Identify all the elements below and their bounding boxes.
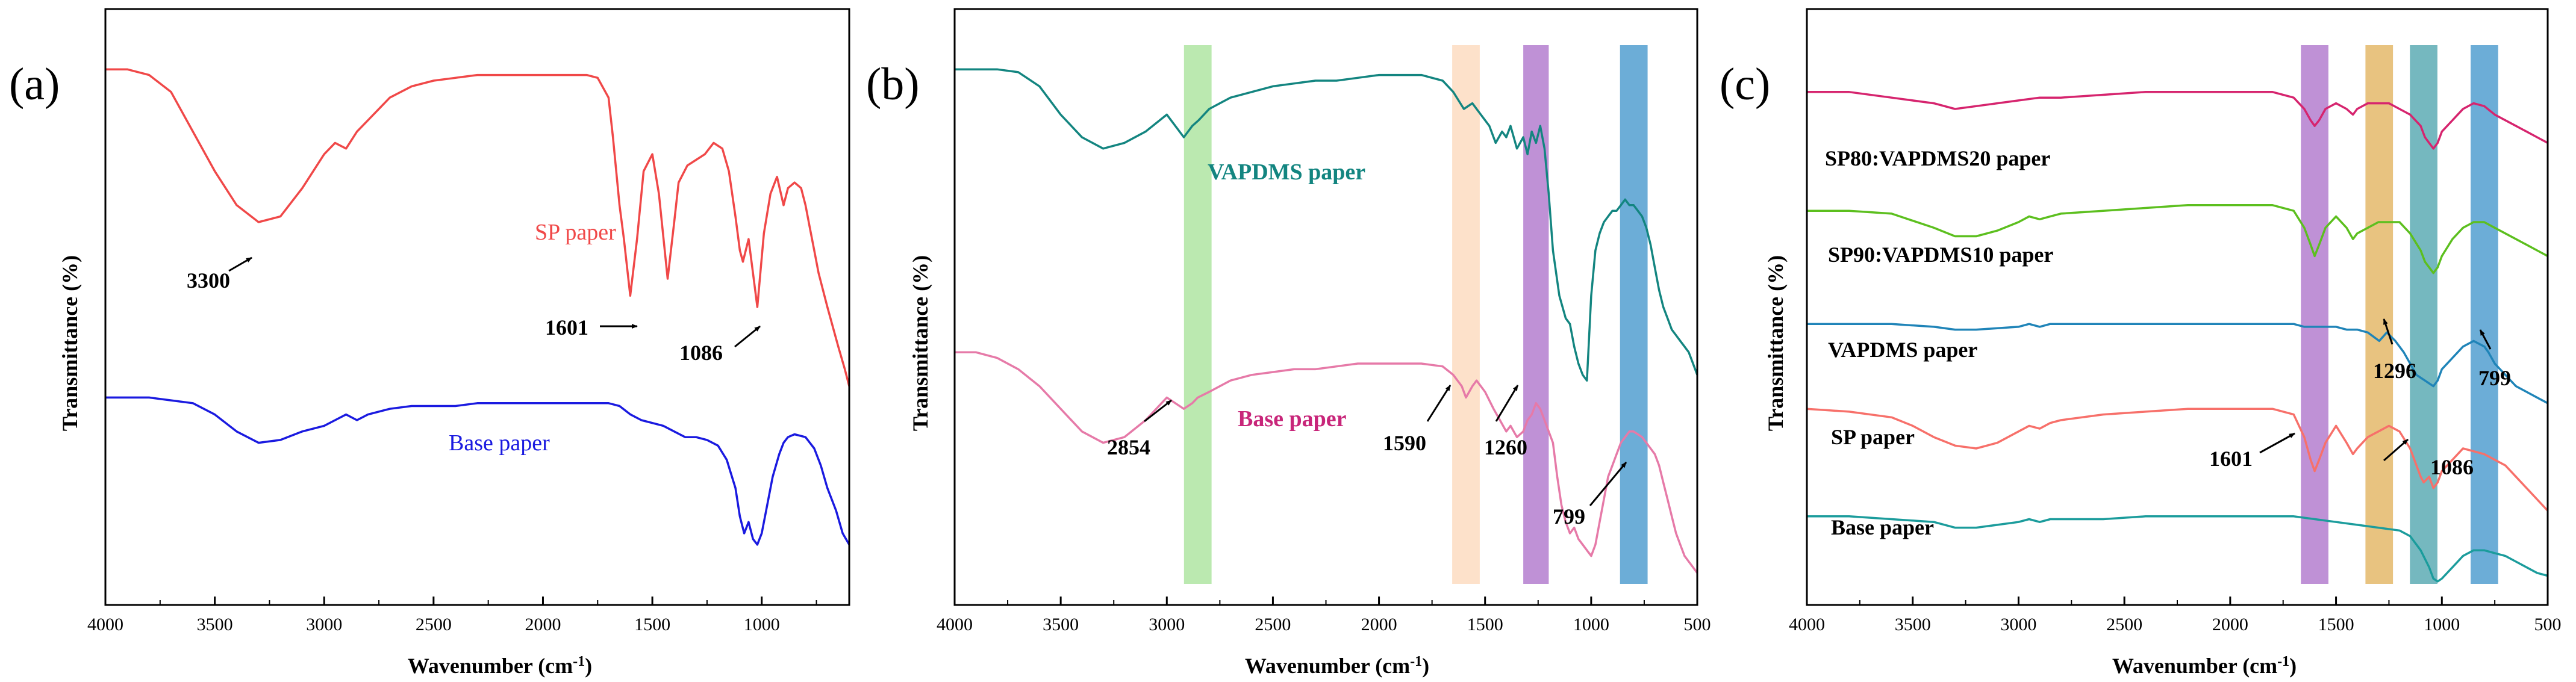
panel-c-y-axis-title: Transmittance (%) [1764, 255, 1788, 431]
panel-c-sp-label: SP paper [1831, 425, 1915, 449]
panel-c-annotation-1086: 1086 [2430, 455, 2474, 479]
panel-c-x-tick-label-500: 500 [2534, 615, 2562, 634]
panel-b-label: (b) [866, 59, 920, 110]
panel-c-annotation-799: 799 [2478, 366, 2511, 390]
panel-a-x-tick-label-1500: 1500 [634, 615, 670, 634]
panel-b-x-tick-label-3000: 3000 [1149, 615, 1185, 634]
panel-c-x-tick-label-1500: 1500 [2318, 615, 2354, 634]
panel-a-y-axis-title: Transmittance (%) [58, 255, 82, 431]
panel-c-band-1296 [2365, 45, 2394, 584]
panel-b-x-tick-label-500: 500 [1684, 615, 1711, 634]
panel-b-annotation-2854: 2854 [1107, 435, 1150, 459]
panel-c-x-tick-label-3000: 3000 [2000, 615, 2036, 634]
panel-b-x-tick-label-2500: 2500 [1255, 615, 1291, 634]
panel-b: (b) Transmittance (%) Wavenumber (cm-1) … [866, 8, 1711, 678]
panel-a-annotation-1086: 1086 [679, 341, 723, 365]
panel-b-band-799 [1620, 45, 1648, 584]
panel-c-series-vapdms-paper [1807, 323, 2548, 405]
panel-b-annotation-799: 799 [1553, 504, 1585, 529]
panel-a-base-paper-label: Base paper [449, 430, 550, 456]
panel-c-arrow-799 [2479, 329, 2492, 350]
panel-c-arrow-1086 [2383, 438, 2409, 462]
panel-b-axes-frame [953, 8, 1698, 606]
panel-b-series-vapdms-paper [955, 68, 1698, 382]
panel-b-arrow-2854 [1144, 399, 1172, 423]
panel-c-x-tick-label-3500: 3500 [1895, 615, 1931, 634]
panel-b-arrow-799 [1589, 462, 1627, 506]
panel-c-sp80-label: SP80:VAPDMS20 paper [1825, 146, 2050, 170]
panel-a-plot: 4000 3500 3000 2500 2000 1500 1000 [87, 8, 850, 634]
panel-b-series-base-paper [955, 351, 1698, 574]
panel-b-x-tick-label-3500: 3500 [1043, 615, 1079, 634]
panel-b-annotation-1590: 1590 [1383, 431, 1426, 455]
panel-c-vapdms-label: VAPDMS paper [1828, 338, 1977, 362]
panel-c-series-base-paper [1807, 515, 2548, 583]
panel-b-arrow-1260 [1495, 385, 1519, 422]
panel-a-annotation-1601: 1601 [545, 315, 588, 339]
panel-b-band-1260 [1523, 45, 1549, 584]
panel-b-x-tick-label-1000: 1000 [1573, 615, 1609, 634]
panel-b-x-tick-label-4000: 4000 [937, 615, 973, 634]
panel-b-base-paper-label: Base paper [1238, 406, 1347, 432]
panel-c-series-sp-paper [1806, 408, 2549, 512]
panel-b-band-2854 [1184, 45, 1212, 584]
panel-a-series-base-paper [105, 396, 850, 546]
panel-a-x-tick-label-1000: 1000 [744, 615, 780, 634]
panel-a-x-tick-label-3000: 3000 [306, 615, 342, 634]
panel-c-base-label: Base paper [1831, 515, 1934, 539]
panel-a-series-sp-paper [105, 68, 850, 387]
panel-c-annotation-1601: 1601 [2209, 447, 2253, 471]
panel-c-arrow-1296 [2383, 318, 2394, 345]
panel-c: (c) Transmittance (%) Wavenumber (cm-1) … [1720, 8, 2562, 678]
panel-a-x-tick-label-2000: 2000 [525, 615, 561, 634]
panel-a-label: (a) [9, 59, 60, 110]
panel-b-y-axis-title: Transmittance (%) [908, 255, 932, 431]
panel-a-x-axis-title: Wavenumber (cm-1) [408, 654, 592, 678]
panel-b-x-tick-label-1500: 1500 [1467, 615, 1503, 634]
panel-c-x-tick-label-4000: 4000 [1789, 615, 1825, 634]
panel-b-arrow-1590 [1426, 385, 1452, 422]
panel-a-axes-frame [104, 8, 850, 606]
panel-c-series-sp90-vapdms10-paper [1807, 204, 2548, 274]
panel-a-arrow-3300 [228, 256, 252, 272]
panel-c-band-1086 [2410, 45, 2437, 584]
panel-a-annotation-3300: 3300 [187, 268, 230, 293]
panel-c-label: (c) [1720, 59, 1770, 110]
panel-c-x-tick-label-2500: 2500 [2106, 615, 2142, 634]
panel-c-x-axis-title: Wavenumber (cm-1) [2112, 654, 2297, 678]
panel-c-arrow-1601 [2259, 432, 2295, 454]
panel-c-series-sp80-vapdms20-paper [1807, 91, 2548, 150]
panel-c-x-tick-label-2000: 2000 [2212, 615, 2248, 634]
panel-c-sp90-label: SP90:VAPDMS10 paper [1828, 243, 2053, 267]
panel-a-x-tick-label-3500: 3500 [197, 615, 233, 634]
panel-b-x-axis-title: Wavenumber (cm-1) [1245, 654, 1429, 678]
panel-c-plot: 4000 3500 3000 2500 2000 1500 1000 500 [1789, 8, 2562, 634]
panel-b-band-1590 [1452, 45, 1480, 584]
panel-a-x-tick-label-4000: 4000 [87, 615, 123, 634]
panel-a-x-tick-label-2500: 2500 [416, 615, 452, 634]
panel-a-sp-paper-label: SP paper [535, 220, 616, 245]
panel-c-band-799 [2471, 45, 2498, 584]
panel-b-x-tick-label-2000: 2000 [1361, 615, 1397, 634]
panel-c-annotation-1296: 1296 [2373, 359, 2416, 383]
panel-b-plot: 4000 3500 3000 2500 2000 1500 1000 500 [937, 8, 1711, 634]
panel-a-arrow-1086 [734, 325, 761, 348]
panel-c-band-1601 [2301, 45, 2328, 584]
panel-b-vapdms-paper-label: VAPDMS paper [1208, 160, 1365, 185]
panel-a: (a) Transmittance (%) Wavenumber (cm-1) … [9, 8, 850, 678]
panel-b-annotation-1260: 1260 [1484, 435, 1527, 459]
panel-c-x-tick-label-1000: 1000 [2424, 615, 2460, 634]
